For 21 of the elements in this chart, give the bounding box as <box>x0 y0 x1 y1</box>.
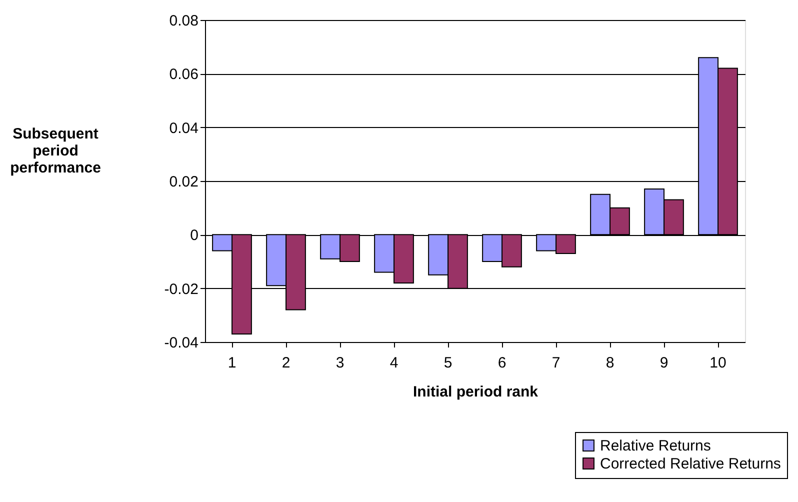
legend-label: Relative Returns <box>600 438 711 454</box>
y-tick-label: -0.04 <box>164 334 198 352</box>
x-tick-label: 4 <box>390 354 398 372</box>
y-axis-title: Subsequent period performance <box>10 126 101 176</box>
legend-label: Corrected Relative Returns <box>600 456 781 472</box>
x-tick-label: 2 <box>282 354 290 372</box>
y-tick-label: 0.08 <box>169 12 198 30</box>
y-tick-label: 0.04 <box>169 120 198 137</box>
x-tick-label: 8 <box>606 354 614 372</box>
x-tick-label: 5 <box>444 354 452 372</box>
x-tick-label: 3 <box>336 354 344 372</box>
x-tick-label: 7 <box>552 354 560 372</box>
x-tick-label: 10 <box>710 354 726 372</box>
y-tick-label: -0.02 <box>164 280 198 298</box>
y-tick-label: 0 <box>190 227 198 244</box>
x-tick-label: 6 <box>498 354 506 372</box>
y-tick-label: 0.06 <box>169 66 198 84</box>
x-axis-title: Initial period rank <box>412 384 539 400</box>
x-tick-label: 1 <box>228 354 236 372</box>
y-tick-label: 0.02 <box>169 174 198 190</box>
x-tick-label: 9 <box>660 354 668 372</box>
